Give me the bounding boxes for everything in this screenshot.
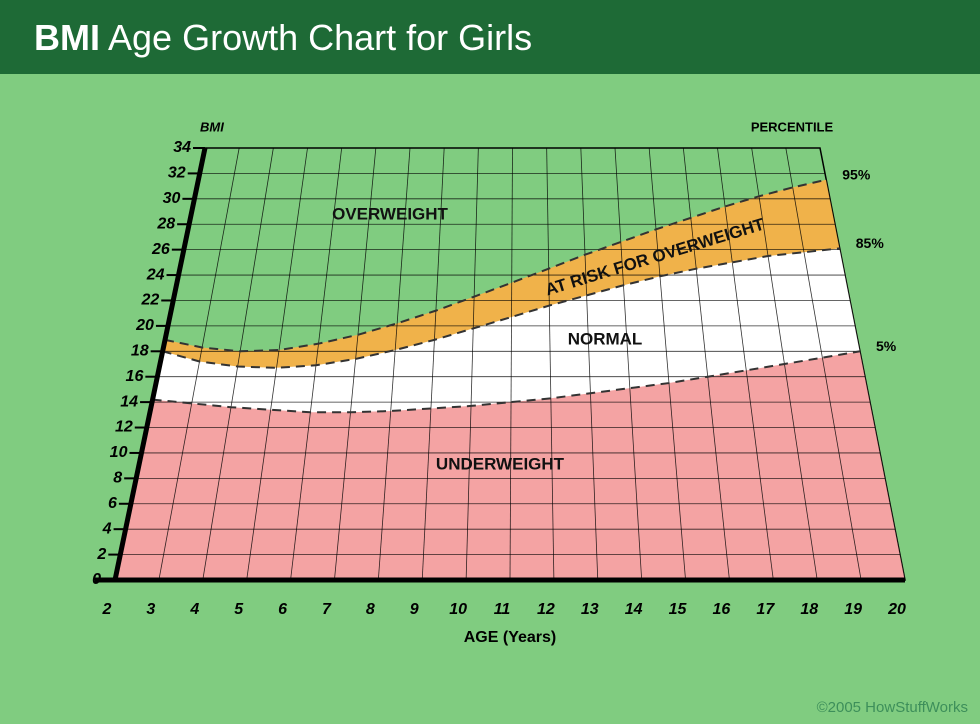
title-bold: BMI xyxy=(34,17,100,58)
x-tick-label: 13 xyxy=(581,601,599,618)
x-tick-label: 7 xyxy=(322,601,332,618)
y-tick-label: 18 xyxy=(131,343,149,360)
chart: BMI Age Growth Chart for Girls BMI PERCE… xyxy=(0,0,980,724)
zone-label: UNDERWEIGHT xyxy=(436,454,565,473)
x-tick-label: 2 xyxy=(102,601,112,618)
x-tick-label: 12 xyxy=(537,601,555,618)
x-tick-label: 6 xyxy=(278,601,287,618)
page: BMI Age Growth Chart for Girls BMI PERCE… xyxy=(0,0,980,724)
x-tick-label: 18 xyxy=(800,601,818,618)
x-tick-label: 20 xyxy=(887,601,906,618)
y-tick-label: 14 xyxy=(120,393,138,410)
y-tick-label: 2 xyxy=(96,546,106,563)
x-tick-label: 5 xyxy=(234,601,244,618)
x-tick-label: 14 xyxy=(625,601,643,618)
x-tick-label: 9 xyxy=(410,601,419,618)
x-tick-label: 15 xyxy=(669,601,688,618)
y-tick-label: 24 xyxy=(146,266,165,283)
x-tick-label: 19 xyxy=(844,601,862,618)
zone-label: NORMAL xyxy=(568,329,643,348)
y-tick-label: 4 xyxy=(102,520,112,537)
title-rest: Age Growth Chart for Girls xyxy=(108,17,532,58)
y-axis-label: BMI xyxy=(200,119,224,134)
y-tick-label: 12 xyxy=(115,419,133,436)
x-tick-label: 8 xyxy=(366,601,375,618)
y-tick-label: 26 xyxy=(151,241,170,258)
x-tick-label: 16 xyxy=(713,601,731,618)
x-tick-label: 3 xyxy=(146,601,155,618)
y-tick-label: 16 xyxy=(126,368,144,385)
y-tick-label: 32 xyxy=(168,165,186,182)
credit: ©2005 HowStuffWorks xyxy=(817,699,968,716)
legend-label: 95% xyxy=(842,166,871,182)
x-axis-label: AGE (Years) xyxy=(464,629,556,646)
y2-axis-label: PERCENTILE xyxy=(751,119,834,134)
x-tick-label: 4 xyxy=(189,601,199,618)
y-tick-label: 28 xyxy=(156,215,175,232)
y-tick-label: 8 xyxy=(113,470,122,487)
zone-label: OVERWEIGHT xyxy=(332,204,448,223)
y-tick-label: 10 xyxy=(110,444,128,461)
y-tick-label: 20 xyxy=(135,317,154,334)
y-tick-label: 22 xyxy=(140,292,159,309)
y-tick-label: 30 xyxy=(163,190,181,207)
legend-label: 85% xyxy=(856,235,885,251)
x-tick-label: 11 xyxy=(494,601,511,618)
y-tick-label: 6 xyxy=(108,495,117,512)
chart-title: BMI Age Growth Chart for Girls xyxy=(34,17,532,58)
y-tick-label: 34 xyxy=(173,139,191,156)
x-tick-label: 17 xyxy=(756,601,775,618)
legend-label: 5% xyxy=(876,338,897,354)
x-tick-label: 10 xyxy=(449,601,467,618)
